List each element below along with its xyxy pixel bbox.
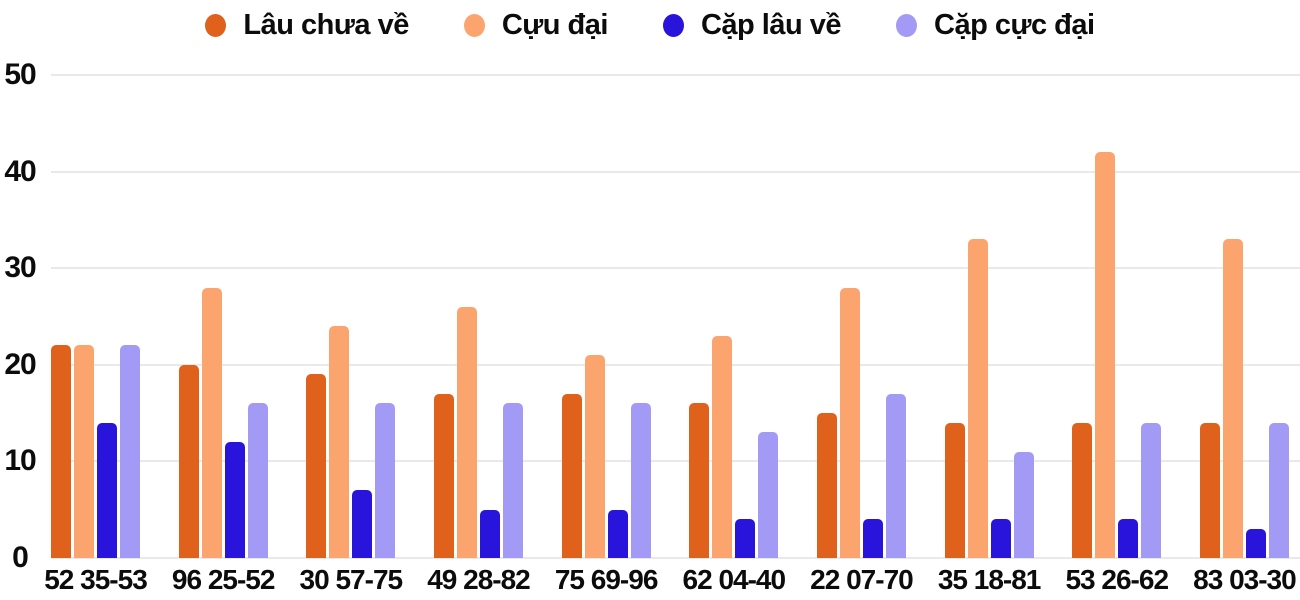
bar[interactable] [561, 393, 582, 558]
x-axis-label: 30 57-75 [300, 566, 404, 594]
bar-group [689, 75, 779, 558]
bar[interactable] [1199, 422, 1220, 558]
x-axis-label: 35 18-81 [938, 566, 1042, 594]
x-axis-label: 62 04-40 [683, 566, 787, 594]
bar[interactable] [352, 490, 373, 558]
x-axis-label: 53 26-62 [1065, 566, 1169, 594]
x-axis-label: 96 25-52 [172, 566, 276, 594]
legend-marker-icon [205, 13, 227, 37]
bar[interactable] [74, 345, 94, 558]
gridline [51, 267, 1300, 270]
bar-group [944, 75, 1034, 558]
x-axis-label: 75 69-96 [555, 566, 659, 594]
gridline [51, 557, 1300, 559]
bar[interactable] [885, 393, 906, 558]
bar[interactable] [97, 422, 117, 558]
bar[interactable] [502, 403, 523, 558]
bar[interactable] [1222, 239, 1243, 558]
legend-item[interactable]: Cặp cực đại [896, 8, 1095, 41]
y-axis-label: 20 [4, 347, 36, 381]
x-axis-label-text: 75 69-96 [554, 564, 659, 595]
bar[interactable] [584, 355, 605, 558]
bar[interactable] [456, 306, 477, 558]
bar[interactable] [178, 364, 199, 558]
plot-area [51, 75, 1289, 558]
bar-group [1199, 75, 1289, 558]
bar[interactable] [607, 509, 628, 558]
gridline [51, 170, 1300, 173]
bar[interactable] [967, 239, 988, 558]
bar[interactable] [630, 403, 651, 558]
x-axis-label-text: 52 35-53 [44, 564, 148, 595]
bar[interactable] [247, 403, 268, 558]
bar[interactable] [1013, 451, 1034, 558]
x-axis-label-text: 62 04-40 [682, 564, 787, 595]
bar-group [306, 75, 396, 558]
bar[interactable] [1118, 519, 1139, 558]
bar[interactable] [120, 345, 140, 558]
x-axis-label-text: 30 57-75 [299, 564, 404, 595]
bar[interactable] [479, 509, 500, 558]
legend: Lâu chưa về Cựu đại Cặp lâu về Cặp cực đại [0, 5, 1300, 45]
y-axis-label: 0 [12, 541, 29, 574]
legend-item[interactable]: Cặp lâu về [662, 8, 842, 41]
y-axis-label: 30 [4, 251, 36, 285]
bar[interactable] [1141, 422, 1162, 558]
bar-group [178, 75, 268, 558]
bar[interactable] [306, 374, 327, 558]
legend-label: Cựu đại [501, 8, 609, 41]
bar[interactable] [862, 519, 883, 558]
x-axis-label-text: 53 26-62 [1065, 564, 1169, 595]
bar[interactable] [712, 335, 733, 558]
x-axis-label-text: 49 28-82 [427, 564, 531, 595]
bar[interactable] [224, 442, 245, 558]
bar[interactable] [375, 403, 396, 558]
x-axis-label-text: 96 25-52 [171, 564, 276, 595]
gridline [51, 363, 1300, 366]
legend-label: Cặp lâu về [700, 8, 842, 41]
bar[interactable] [816, 413, 837, 558]
legend-marker-icon [662, 13, 684, 37]
bar[interactable] [689, 403, 710, 558]
y-axis-label: 10 [4, 444, 36, 478]
legend-label: Cặp cực đại [934, 8, 1095, 41]
y-axis-label: 40 [4, 154, 36, 188]
bar-group [561, 75, 651, 558]
x-axis-label-text: 83 03-30 [1193, 564, 1297, 595]
bar-group [1072, 75, 1162, 558]
legend-item[interactable]: Lâu chưa về [205, 8, 409, 41]
bar[interactable] [1245, 529, 1266, 558]
bar-group [816, 75, 906, 558]
bar[interactable] [51, 345, 71, 558]
bar[interactable] [1095, 152, 1116, 558]
bar[interactable] [433, 393, 454, 558]
bar[interactable] [329, 326, 350, 558]
bar-group [51, 75, 140, 558]
x-axis-label: 52 35-53 [44, 566, 148, 594]
legend-item[interactable]: Cựu đại [463, 8, 609, 41]
bar[interactable] [1268, 422, 1289, 558]
x-axis-label: 49 28-82 [427, 566, 531, 594]
x-axis-label: 83 03-30 [1193, 566, 1297, 594]
legend-marker-icon [463, 13, 485, 37]
bar[interactable] [990, 519, 1011, 558]
bar[interactable] [839, 287, 860, 558]
y-axis-label: 50 [4, 58, 36, 91]
bar[interactable] [735, 519, 756, 558]
bar[interactable] [1072, 422, 1093, 558]
bar[interactable] [944, 422, 965, 558]
x-axis-label-text: 35 18-81 [937, 564, 1042, 595]
x-axis-label: 22 07-70 [810, 566, 914, 594]
legend-label: Lâu chưa về [243, 8, 409, 41]
x-axis-label-text: 22 07-70 [810, 564, 914, 595]
gridline [51, 74, 1300, 76]
bar[interactable] [201, 287, 222, 558]
gridline [51, 460, 1300, 463]
x-axis: 52 35-53 96 25-52 30 57-75 49 28-82 75 69-96… [44, 566, 1297, 594]
bar[interactable] [758, 432, 779, 558]
bar-group [433, 75, 523, 558]
legend-marker-icon [896, 13, 918, 37]
